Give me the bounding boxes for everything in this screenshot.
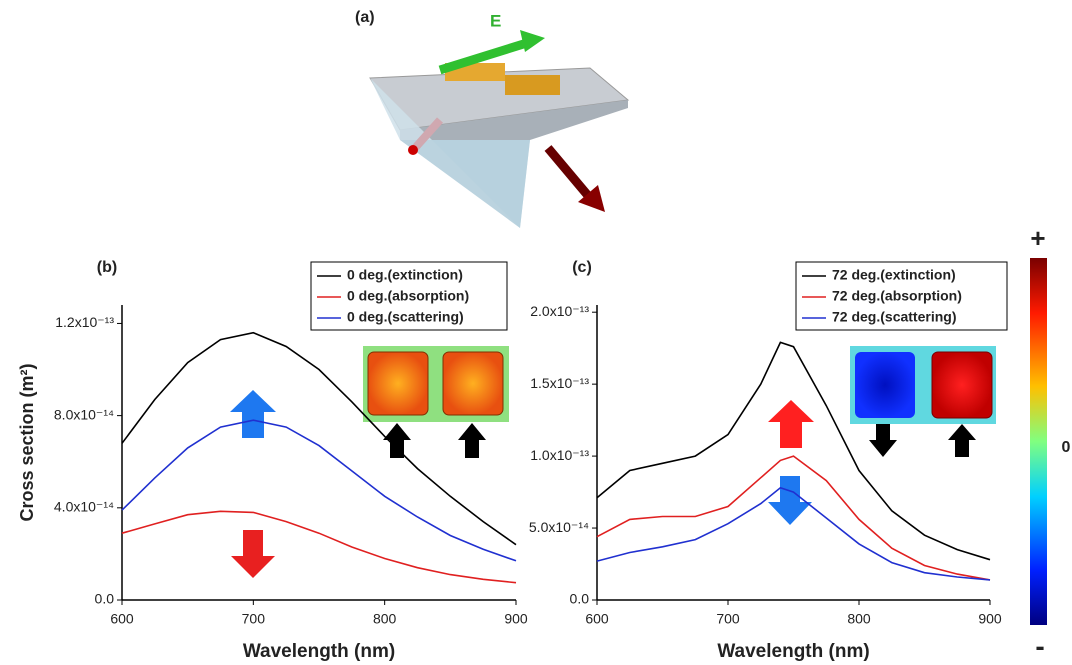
x-tick-label: 600 [585,611,609,627]
colorbar-label: 0 [1062,439,1071,456]
inset-b [230,346,509,578]
line [596,486,991,581]
legend-label: 72 deg.(extinction) [832,267,956,283]
panel-label: (c) [572,259,592,276]
line [121,510,517,584]
colorbar [1030,258,1047,625]
x-tick-label: 900 [978,611,1002,627]
x-tick-label: 900 [504,611,528,627]
colorbar-label: + [1030,223,1045,253]
line [121,419,517,562]
x-tick-label: 700 [716,611,740,627]
inset-c [768,346,996,525]
panel-label: (b) [97,259,117,276]
x-axis-label: Wavelength (nm) [717,641,869,662]
x-tick-label: 700 [242,611,266,627]
legend-label: 72 deg.(absorption) [832,288,962,304]
line [596,455,991,581]
legend-label: 0 deg.(extinction) [347,267,463,283]
line [121,331,517,546]
x-axis-label: Wavelength (nm) [243,641,395,662]
x-tick-label: 800 [373,611,397,627]
legend-label: 0 deg.(scattering) [347,309,464,325]
legend-box [795,261,1008,331]
panel-label: (a) [355,9,375,26]
y-tick-label: 5.0x10⁻¹⁴ [529,519,589,535]
y-tick-label: 0.0 [570,591,590,607]
field-label: E [490,11,501,30]
line [596,341,991,561]
legend-box [310,261,508,331]
x-tick-label: 600 [110,611,134,627]
y-tick-label: 2.0x10⁻¹³ [530,303,589,319]
y-tick-label: 1.0x10⁻¹³ [530,447,589,463]
legend-label: 72 deg.(scattering) [832,309,956,325]
y-tick-label: 1.2x10⁻¹³ [55,314,114,330]
y-tick-label: 4.0x10⁻¹⁴ [54,499,114,515]
y-tick-label: 8.0x10⁻¹⁴ [54,406,114,422]
y-axis-label: Cross section (m²) [17,363,37,521]
colorbar-label: - [1035,630,1044,661]
x-tick-label: 800 [847,611,871,627]
legend-label: 0 deg.(absorption) [347,288,469,304]
schematic [369,30,630,228]
y-tick-label: 1.5x10⁻¹³ [530,375,589,391]
y-tick-label: 0.0 [95,591,115,607]
